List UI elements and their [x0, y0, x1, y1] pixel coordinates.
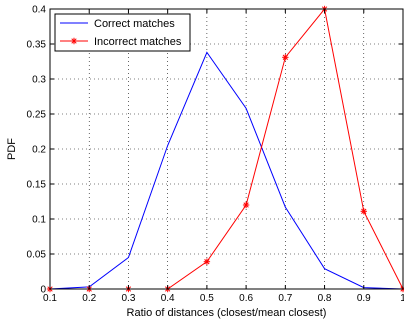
y-tick-label: 0.05 — [27, 250, 47, 261]
data-point-marker — [282, 54, 289, 61]
x-tick-label: 0.3 — [121, 293, 135, 304]
x-tick-label: 0.6 — [239, 293, 253, 304]
x-tick-label: 0.5 — [200, 293, 214, 304]
legend-box — [54, 13, 191, 52]
y-tick-label: 0.15 — [27, 180, 47, 191]
data-point-marker — [242, 201, 250, 209]
x-tick-label: 0.8 — [318, 293, 332, 304]
legend-asterisk-icon — [70, 37, 78, 45]
y-tick-label: 0.4 — [32, 5, 46, 16]
y-tick-label: 0.35 — [27, 40, 47, 51]
x-tick-label: 0.9 — [357, 293, 371, 304]
x-tick-label: 0.7 — [278, 293, 292, 304]
ticks: 0.1 0.2 0.3 0.4 0.5 0.6 0.7 0.8 0.9 1 0 0.05 0.1 0.15… — [27, 5, 404, 305]
y-tick-label: 0.25 — [27, 110, 47, 121]
y-tick-label: 0.2 — [32, 145, 46, 156]
data-point-marker — [203, 258, 211, 265]
legend-label-correct: Correct matches — [94, 18, 175, 30]
x-tick-label: 0.4 — [161, 293, 175, 304]
x-axis-label: Ratio of distances (closest/mean closest… — [127, 307, 327, 319]
series-line-0 — [49, 51, 404, 290]
legend-label-incorrect: Incorrect matches — [94, 36, 182, 48]
y-tick-label: 0 — [40, 285, 46, 296]
x-tick-label: 0.2 — [82, 293, 96, 304]
x-tick-label: 0.1 — [43, 293, 57, 304]
grid — [50, 9, 403, 289]
x-tick-label: 1 — [400, 293, 404, 304]
y-axis-label: PDF — [6, 138, 18, 160]
data-point-marker — [360, 208, 367, 215]
y-tick-label: 0.1 — [32, 215, 46, 226]
legend-marker-incorrect — [70, 37, 78, 45]
y-tick-label: 0.3 — [32, 75, 46, 86]
legend: Correct matches Incorrect matches — [54, 13, 191, 52]
